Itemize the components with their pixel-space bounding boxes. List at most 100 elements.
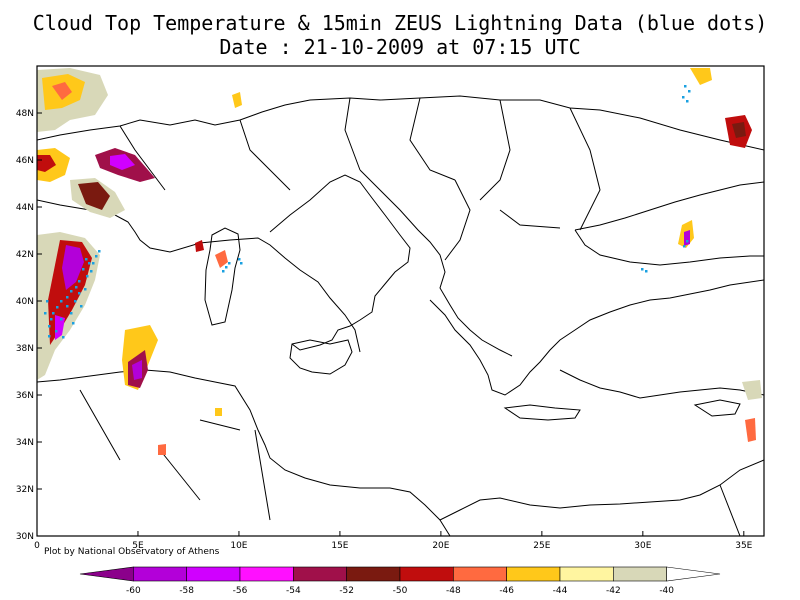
crete-coast xyxy=(503,404,581,421)
map-date: Date : 21-10-2009 at 07:15 UTC xyxy=(219,35,581,59)
axis-layer: 0 5E 10E 15E 20E 25E 30E 35E 30N 32N 34N 36N 38N 40N 4… xyxy=(16,109,753,551)
europe-coastline xyxy=(37,95,764,151)
lon-tick-label: 10E xyxy=(230,541,247,551)
colorbar-swatch xyxy=(559,566,614,582)
cloud-blob-sardinia xyxy=(215,250,228,268)
lightning-dot xyxy=(92,262,95,265)
lightning-dot xyxy=(686,240,689,243)
lightning-dot xyxy=(60,318,63,321)
lat-tick-label: 36N xyxy=(16,391,34,401)
cloud-top-layer xyxy=(37,68,762,455)
cloud-blob-algeria xyxy=(158,444,166,455)
sicily-coast xyxy=(289,339,353,375)
colorbar-label: -56 xyxy=(233,586,248,596)
lightning-dot xyxy=(50,318,53,321)
lightning-dot xyxy=(85,258,88,261)
lightning-dot xyxy=(66,305,69,308)
map-frame xyxy=(36,65,765,537)
lon-tick-label: 30E xyxy=(634,541,651,551)
lightning-dot xyxy=(686,100,689,103)
turkey-south-coast xyxy=(559,369,764,399)
colorbar-label: -44 xyxy=(553,586,568,596)
lightning-dot xyxy=(46,300,49,303)
lightning-dot xyxy=(78,292,81,295)
lat-tick-label: 38N xyxy=(16,344,34,354)
lightning-dot xyxy=(56,306,59,309)
lon-tick-label: 35E xyxy=(735,541,752,551)
sardinia-coast xyxy=(204,227,241,326)
lightning-dot xyxy=(90,270,93,273)
colorbar-swatch xyxy=(399,566,454,582)
lightning-dot xyxy=(48,335,51,338)
cloud-blob-france-core xyxy=(37,155,56,172)
lightning-dot xyxy=(74,300,77,303)
cloud-blob-east-core xyxy=(732,122,746,138)
cloud-blob-alboran-inner xyxy=(132,360,142,380)
lat-tick-label: 40N xyxy=(16,297,34,307)
colorbar-swatch xyxy=(506,566,561,582)
lightning-dot xyxy=(82,268,85,271)
adriatic-balkan-coast xyxy=(359,169,513,357)
colorbar-label: -48 xyxy=(446,586,461,596)
cloud-blob-west-alps-inner xyxy=(52,82,72,100)
cloud-blob-alps-cell-core xyxy=(110,154,135,170)
lat-tick-label: 32N xyxy=(16,485,34,495)
map-title: Cloud Top Temperature & 15min ZEUS Light… xyxy=(32,11,768,35)
colorbar-label: -52 xyxy=(339,586,354,596)
colorbar-swatch xyxy=(613,566,667,582)
credit-text: Plot by National Observatory of Athens xyxy=(44,547,220,557)
colorbar: -60 -58 -56 -54 -52 -50 -48 -46 -44 -42 -40 xyxy=(79,566,721,596)
lat-tick-label: 34N xyxy=(16,438,34,448)
lightning-dot xyxy=(95,255,98,258)
lightning-dot xyxy=(228,262,231,265)
colorbar-swatch xyxy=(346,566,401,582)
colorbar-label: -50 xyxy=(393,586,408,596)
lightning-layer xyxy=(44,85,691,339)
colorbar-label: -42 xyxy=(606,586,621,596)
lat-tick-label: 48N xyxy=(16,109,34,119)
cloud-blob-spain-south xyxy=(55,315,65,340)
cloud-blob-ukraine xyxy=(690,68,712,85)
lat-tick-label: 46N xyxy=(16,156,34,166)
colorbar-label: -46 xyxy=(499,586,514,596)
lightning-dot xyxy=(80,305,83,308)
cloud-blob-tunisia xyxy=(215,408,222,416)
lon-tick-label: 15E xyxy=(331,541,348,551)
lon-tick-label: 5E xyxy=(132,541,144,551)
lightning-dot xyxy=(225,266,228,269)
lightning-dot xyxy=(66,296,69,299)
lightning-dot xyxy=(641,268,644,271)
lightning-dot xyxy=(88,262,91,265)
lightning-dot xyxy=(688,90,691,93)
lightning-dot xyxy=(48,325,51,328)
lightning-dot xyxy=(70,312,73,315)
cloud-blob-spain-core xyxy=(62,245,84,290)
lon-tick-label: 25E xyxy=(533,541,550,551)
lightning-dot xyxy=(222,270,225,273)
lightning-dot xyxy=(72,322,75,325)
lightning-dot xyxy=(682,96,685,99)
lightning-dot xyxy=(684,85,687,88)
north-africa-coast xyxy=(37,369,764,521)
colorbar-swatch xyxy=(239,566,294,582)
lightning-dot xyxy=(683,245,686,248)
colorbar-swatch xyxy=(666,566,721,582)
lightning-dot xyxy=(98,250,101,253)
france-spain-coast xyxy=(37,199,361,353)
lightning-dot xyxy=(62,336,65,339)
colorbar-swatch xyxy=(453,566,507,582)
lightning-dot xyxy=(240,262,243,265)
lightning-dot xyxy=(60,300,63,303)
italy-coast xyxy=(269,174,411,351)
coastline-layer xyxy=(37,95,764,536)
lon-tick-label: 20E xyxy=(432,541,449,551)
greece-coast xyxy=(429,279,764,396)
border-lines xyxy=(79,97,741,536)
cloud-blob-black-sea-core xyxy=(684,230,690,246)
cloud-blob-levant xyxy=(745,418,756,442)
cloud-blob-corsica xyxy=(195,240,204,252)
lightning-dot xyxy=(86,275,89,278)
lon-tick-label: 0 xyxy=(34,541,40,551)
lightning-dot xyxy=(78,280,81,283)
